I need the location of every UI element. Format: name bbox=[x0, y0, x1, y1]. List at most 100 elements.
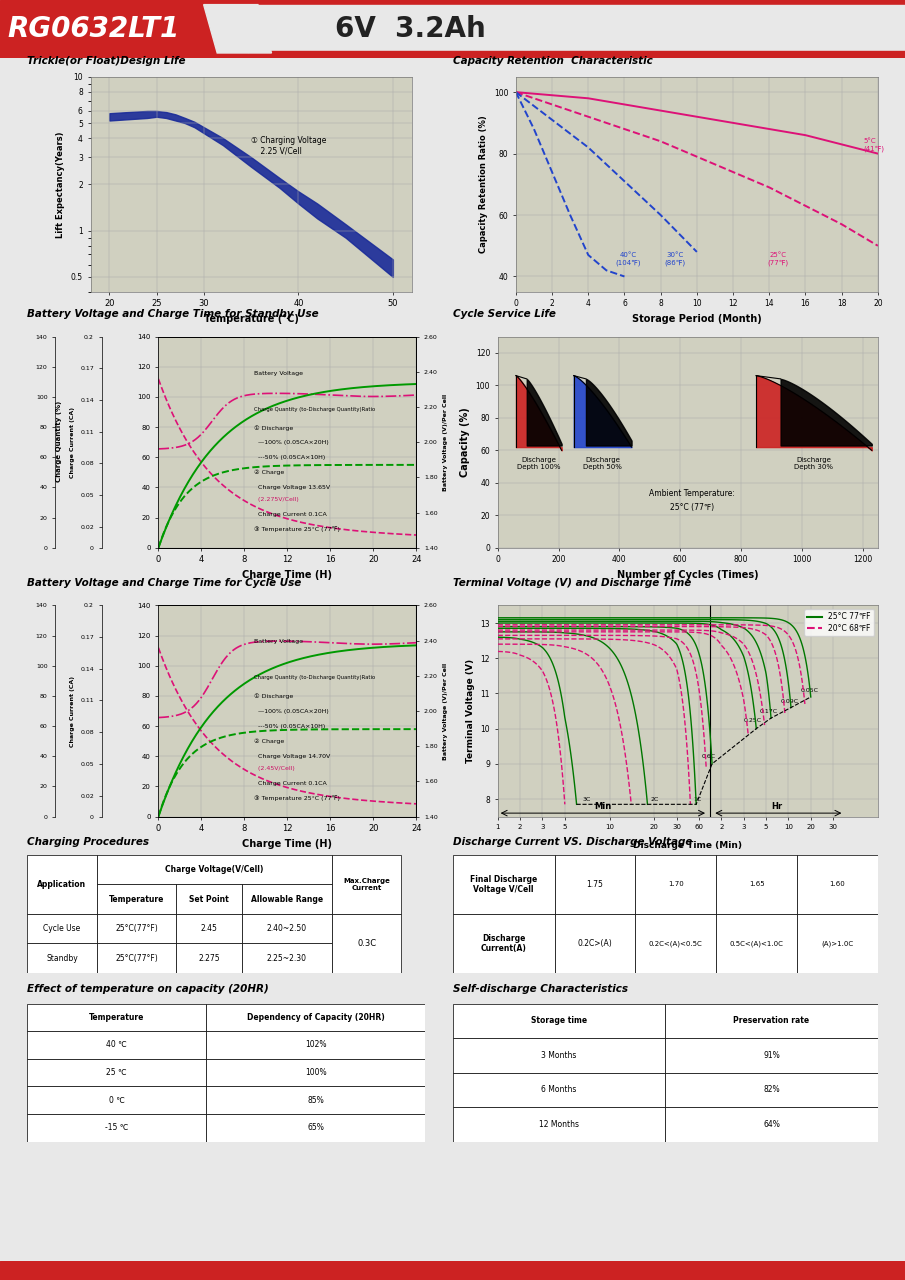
Text: 1.75: 1.75 bbox=[586, 879, 604, 890]
X-axis label: Discharge Time (Min): Discharge Time (Min) bbox=[634, 841, 742, 850]
Bar bbox=[452, 1107, 665, 1142]
Bar bbox=[243, 943, 332, 973]
Text: Ambient Temperature:: Ambient Temperature: bbox=[650, 489, 735, 498]
Bar bbox=[27, 1059, 206, 1087]
Text: Set Point: Set Point bbox=[189, 895, 229, 904]
Text: 0.25C: 0.25C bbox=[743, 718, 761, 723]
Text: ① Charging Voltage
    2.25 V/Cell: ① Charging Voltage 2.25 V/Cell bbox=[252, 136, 327, 155]
Text: Cycle Service Life: Cycle Service Life bbox=[452, 310, 556, 320]
Text: Trickle(or Float)Design Life: Trickle(or Float)Design Life bbox=[27, 56, 186, 67]
Bar bbox=[716, 914, 797, 973]
Text: Self-discharge Characteristics: Self-discharge Characteristics bbox=[452, 984, 627, 995]
Polygon shape bbox=[204, 5, 272, 52]
Text: 0.3C: 0.3C bbox=[357, 938, 376, 948]
Text: ② Charge: ② Charge bbox=[253, 470, 284, 475]
Text: 0 ℃: 0 ℃ bbox=[109, 1096, 125, 1105]
Text: Discharge Current VS. Discharge Voltage: Discharge Current VS. Discharge Voltage bbox=[452, 837, 692, 847]
Text: Charge Quantity (%): Charge Quantity (%) bbox=[56, 401, 62, 483]
Bar bbox=[797, 914, 878, 973]
Bar bbox=[243, 884, 332, 914]
Y-axis label: Capacity (%): Capacity (%) bbox=[460, 407, 470, 477]
Text: 0.09C: 0.09C bbox=[780, 699, 798, 704]
Text: Discharge
Depth 30%: Discharge Depth 30% bbox=[795, 457, 834, 470]
Text: Capacity Retention  Characteristic: Capacity Retention Characteristic bbox=[452, 56, 653, 67]
Text: Dependency of Capacity (20HR): Dependency of Capacity (20HR) bbox=[247, 1012, 385, 1021]
Bar bbox=[206, 1004, 425, 1032]
Bar bbox=[206, 1059, 425, 1087]
X-axis label: Charge Time (H): Charge Time (H) bbox=[243, 838, 332, 849]
Text: -15 ℃: -15 ℃ bbox=[105, 1124, 129, 1133]
Text: 3 Months: 3 Months bbox=[541, 1051, 576, 1060]
Bar bbox=[27, 1087, 206, 1114]
Text: Charge Voltage 14.70V: Charge Voltage 14.70V bbox=[253, 754, 330, 759]
Bar bbox=[332, 855, 402, 914]
Text: ---50% (0.05CA×10H): ---50% (0.05CA×10H) bbox=[253, 724, 325, 728]
Bar bbox=[797, 855, 878, 914]
Y-axis label: Terminal Voltage (V): Terminal Voltage (V) bbox=[466, 659, 475, 763]
Y-axis label: Battery Voltage (V)/Per Cell: Battery Voltage (V)/Per Cell bbox=[443, 394, 448, 490]
Text: —100% (0.05CA×20H): —100% (0.05CA×20H) bbox=[253, 440, 329, 445]
Text: Charge Quantity (to-Discharge Quantity)Ratio: Charge Quantity (to-Discharge Quantity)R… bbox=[253, 676, 375, 681]
Text: Charge Voltage(V/Cell): Charge Voltage(V/Cell) bbox=[165, 865, 263, 874]
Text: 6V  3.2Ah: 6V 3.2Ah bbox=[335, 15, 486, 42]
Text: 0.17C: 0.17C bbox=[760, 709, 778, 714]
Text: Charge Current 0.1CA: Charge Current 0.1CA bbox=[253, 512, 327, 517]
Text: Discharge
Depth 100%: Discharge Depth 100% bbox=[517, 457, 560, 470]
Bar bbox=[97, 943, 176, 973]
Bar bbox=[716, 855, 797, 914]
Text: 2.45: 2.45 bbox=[201, 924, 218, 933]
Bar bbox=[665, 1004, 878, 1038]
Bar bbox=[665, 1073, 878, 1107]
Legend: 25°C 77℉F, 20°C 68℉F: 25°C 77℉F, 20°C 68℉F bbox=[804, 609, 874, 636]
Y-axis label: Capacity Retention Ratio (%): Capacity Retention Ratio (%) bbox=[479, 115, 488, 253]
Bar bbox=[97, 855, 332, 884]
Text: Min: Min bbox=[595, 803, 612, 812]
Text: Terminal Voltage (V) and Discharge Time: Terminal Voltage (V) and Discharge Time bbox=[452, 579, 691, 589]
Text: Cycle Use: Cycle Use bbox=[43, 924, 81, 933]
X-axis label: Charge Time (H): Charge Time (H) bbox=[243, 570, 332, 580]
Text: Temperature: Temperature bbox=[89, 1012, 145, 1021]
Text: Discharge
Depth 50%: Discharge Depth 50% bbox=[583, 457, 622, 470]
Bar bbox=[452, 1073, 665, 1107]
Text: Storage time: Storage time bbox=[530, 1016, 587, 1025]
Text: (2.45V/Cell): (2.45V/Cell) bbox=[253, 767, 294, 771]
Bar bbox=[27, 855, 97, 914]
Bar bbox=[249, 5, 905, 52]
X-axis label: Temperature (°C): Temperature (°C) bbox=[204, 314, 299, 324]
Text: Discharge
Current(A): Discharge Current(A) bbox=[481, 933, 527, 954]
Text: 1.60: 1.60 bbox=[830, 882, 845, 887]
Text: 30°C
(86℉): 30°C (86℉) bbox=[664, 252, 686, 266]
Text: 85%: 85% bbox=[308, 1096, 324, 1105]
Text: Battery Voltage and Charge Time for Standby Use: Battery Voltage and Charge Time for Stan… bbox=[27, 310, 319, 320]
Text: Battery Voltage: Battery Voltage bbox=[253, 371, 303, 375]
Text: 1C: 1C bbox=[694, 797, 702, 801]
Bar bbox=[176, 884, 243, 914]
Text: Hr: Hr bbox=[772, 803, 783, 812]
Text: 91%: 91% bbox=[763, 1051, 780, 1060]
Text: Final Discharge
Voltage V/Cell: Final Discharge Voltage V/Cell bbox=[470, 874, 538, 895]
Text: 65%: 65% bbox=[308, 1124, 324, 1133]
Text: 0.6C: 0.6C bbox=[702, 754, 716, 759]
Text: 0.5C<(A)<1.0C: 0.5C<(A)<1.0C bbox=[729, 940, 784, 947]
Text: Application: Application bbox=[37, 879, 87, 890]
Text: 25 ℃: 25 ℃ bbox=[107, 1068, 127, 1078]
Bar bbox=[27, 943, 97, 973]
Bar bbox=[27, 1114, 206, 1142]
Text: (2.275V/Cell): (2.275V/Cell) bbox=[253, 498, 299, 502]
Text: 1.70: 1.70 bbox=[668, 882, 683, 887]
Text: ③ Temperature 25°C (77℉): ③ Temperature 25°C (77℉) bbox=[253, 526, 339, 532]
Text: 0.05C: 0.05C bbox=[800, 689, 818, 694]
Text: 40°C
(104℉): 40°C (104℉) bbox=[615, 252, 641, 266]
Y-axis label: Battery Voltage (V)/Per Cell: Battery Voltage (V)/Per Cell bbox=[443, 663, 448, 759]
Text: Charging Procedures: Charging Procedures bbox=[27, 837, 149, 847]
Text: Preservation rate: Preservation rate bbox=[733, 1016, 810, 1025]
Text: 2.275: 2.275 bbox=[198, 954, 220, 963]
Bar bbox=[452, 1038, 665, 1073]
Text: 3C: 3C bbox=[582, 797, 591, 801]
Text: Effect of temperature on capacity (20HR): Effect of temperature on capacity (20HR) bbox=[27, 984, 269, 995]
Text: ---50% (0.05CA×10H): ---50% (0.05CA×10H) bbox=[253, 456, 325, 460]
Text: Temperature: Temperature bbox=[109, 895, 165, 904]
Bar bbox=[555, 855, 635, 914]
Text: 5°C
(41℉): 5°C (41℉) bbox=[863, 138, 884, 152]
Bar bbox=[249, 51, 905, 58]
